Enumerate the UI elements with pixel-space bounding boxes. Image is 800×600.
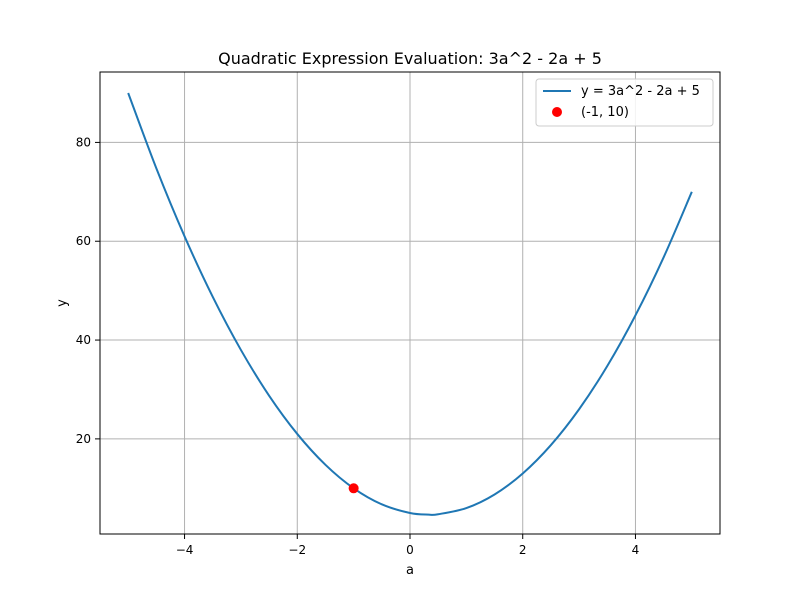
axis-ticks: −4 −2 0 2 4 20 40 60 80 — [76, 135, 640, 557]
x-tick-label: 2 — [519, 543, 527, 557]
x-tick-label: −2 — [288, 543, 306, 557]
legend-label-curve: y = 3a^2 - 2a + 5 — [581, 84, 700, 99]
legend: y = 3a^2 - 2a + 5 (-1, 10) — [535, 78, 714, 127]
grid — [100, 72, 720, 534]
x-tick-label: 0 — [406, 543, 414, 557]
y-tick-label: 60 — [76, 234, 91, 248]
y-tick-label: 40 — [76, 333, 91, 347]
plot-data — [127, 92, 693, 516]
y-tick-label: 80 — [76, 135, 91, 149]
legend-label-point: (-1, 10) — [581, 105, 629, 120]
chart-title: Quadratic Expression Evaluation: 3a^2 - … — [218, 49, 602, 68]
legend-box — [535, 78, 714, 127]
y-axis-label: y — [55, 299, 70, 307]
x-tick-label: −4 — [176, 543, 194, 557]
y-tick-label: 20 — [76, 432, 91, 446]
x-tick-label: 4 — [632, 543, 640, 557]
highlight-point — [348, 483, 359, 494]
x-axis-label: a — [406, 563, 414, 578]
series-line-quadratic — [127, 92, 693, 516]
legend-point-swatch — [552, 107, 562, 117]
